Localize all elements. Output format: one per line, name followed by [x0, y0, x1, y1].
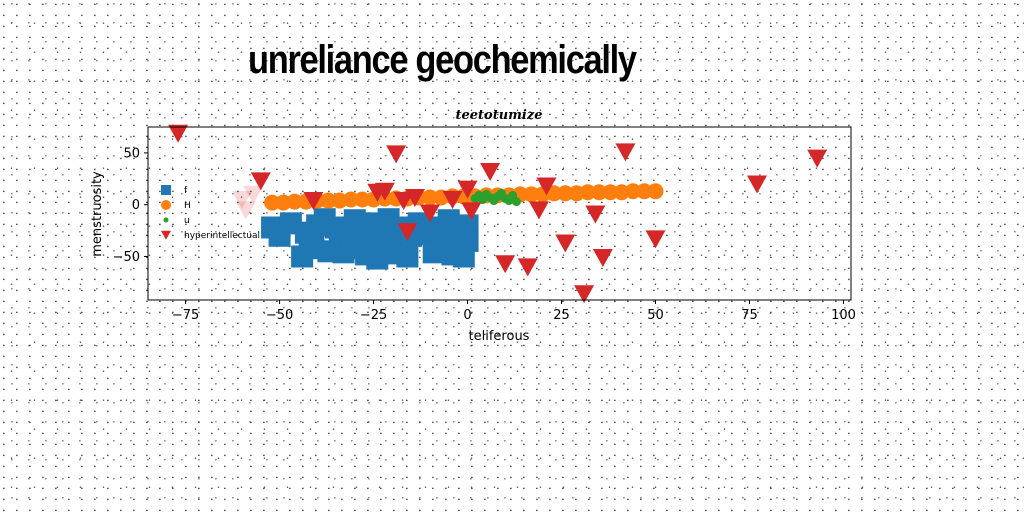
- hyperintellectual-point: [528, 201, 549, 220]
- h-point: [320, 192, 337, 209]
- h-point: [636, 183, 653, 200]
- legend-f-swatch: [161, 185, 171, 195]
- y-axis-label: menstruosity: [90, 171, 105, 257]
- x-tick-label: 75: [741, 308, 758, 323]
- f-point: [317, 240, 340, 263]
- plot-markers: [168, 124, 828, 304]
- hyperintellectual-point: [303, 192, 324, 211]
- u-point: [511, 197, 521, 207]
- hyperintellectual-point: [235, 201, 256, 220]
- x-tick-label: 25: [553, 308, 570, 323]
- hyperintellectual-point: [374, 182, 395, 201]
- h-point: [579, 184, 596, 201]
- hyperintellectual-point: [461, 202, 482, 221]
- h-point: [557, 185, 574, 202]
- chart-subtitle: teetotumize: [455, 108, 542, 123]
- x-axis-ticks: −75 −50 −25 0 25 50 75 100: [172, 300, 856, 323]
- hyperintellectual-point: [517, 258, 538, 277]
- y-tick-label: 0: [132, 198, 140, 213]
- h-point: [354, 191, 371, 208]
- hyperintellectual-point: [574, 285, 595, 304]
- page-title: unreliance geochemically: [248, 38, 637, 82]
- legend-h-swatch: [161, 200, 171, 210]
- h-point: [602, 184, 619, 201]
- f-point: [422, 241, 445, 264]
- hyperintellectual-point: [243, 185, 264, 204]
- f-point: [456, 229, 479, 252]
- hyperintellectual-point: [393, 192, 414, 211]
- hyperintellectual-point: [592, 249, 613, 268]
- hyperintellectual-point: [457, 180, 478, 199]
- hyperintellectual-point: [404, 188, 425, 207]
- hyperintellectual-point: [386, 145, 407, 164]
- chart-legend: fHu hyperintellectual: [161, 185, 260, 241]
- x-tick-label: 0: [463, 308, 471, 323]
- h-point: [624, 183, 641, 200]
- h-point: [647, 183, 664, 200]
- hyperintellectual-point: [480, 163, 501, 182]
- legend-h-label: H: [184, 201, 191, 211]
- x-axis-label: teliferous: [469, 329, 530, 344]
- hyperintellectual-point: [419, 204, 440, 223]
- hyperintellectual-point: [615, 143, 636, 162]
- legend-u-swatch: [163, 217, 169, 223]
- y-tick-label: 50: [123, 146, 140, 161]
- hyperintellectual-point: [536, 177, 557, 196]
- hyperintellectual-point: [747, 175, 768, 194]
- h-point: [264, 194, 281, 211]
- x-tick-label: 50: [647, 308, 664, 323]
- hyperintellectual-point: [397, 223, 418, 242]
- x-tick-label: −25: [360, 308, 387, 323]
- hyperintellectual-point: [442, 191, 463, 210]
- hyperintellectual-point: [585, 205, 606, 224]
- legend-f-label: f: [184, 186, 188, 196]
- h-point: [546, 185, 563, 202]
- hyperintellectual-point: [168, 124, 189, 143]
- hyperintellectual-point: [231, 191, 252, 210]
- x-tick-label: −75: [172, 308, 199, 323]
- legend-hyperintellectual-swatch: [161, 230, 171, 240]
- h-point: [523, 186, 540, 203]
- f-point: [411, 218, 434, 241]
- legend-u-label: u: [184, 216, 190, 226]
- h-point: [421, 189, 438, 206]
- y-tick-label: −50: [113, 250, 140, 265]
- h-point: [591, 184, 608, 201]
- f-point: [366, 247, 389, 270]
- plot-frame: [147, 126, 852, 301]
- legend-hyperintellectual-label: hyperintellectual: [184, 231, 260, 241]
- hyperintellectual-point: [645, 230, 666, 249]
- x-tick-label: −50: [266, 308, 293, 323]
- f-point: [291, 245, 314, 268]
- f-point: [396, 245, 419, 268]
- hyperintellectual-point: [807, 149, 828, 168]
- hyperintellectual-point: [555, 234, 576, 253]
- hyperintellectual-point: [495, 255, 516, 274]
- hyperintellectual-point: [250, 172, 271, 191]
- x-tick-label: 100: [831, 308, 856, 323]
- h-point: [343, 191, 360, 208]
- y-axis-ticks: −50 0 50: [113, 146, 148, 265]
- h-point: [286, 193, 303, 210]
